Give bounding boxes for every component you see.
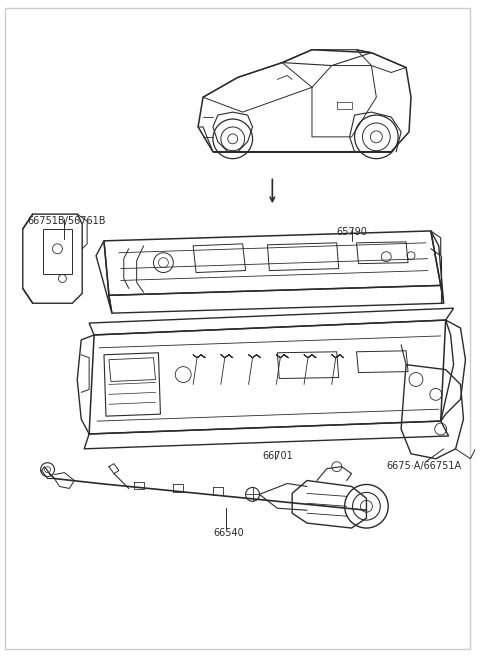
Text: 66751B/56761B: 66751B/56761B — [28, 216, 106, 226]
Text: 66701: 66701 — [263, 451, 293, 461]
Text: 6675·A/66751A: 6675·A/66751A — [386, 461, 461, 470]
Text: 65790: 65790 — [337, 227, 368, 237]
Text: 66540: 66540 — [213, 528, 244, 538]
